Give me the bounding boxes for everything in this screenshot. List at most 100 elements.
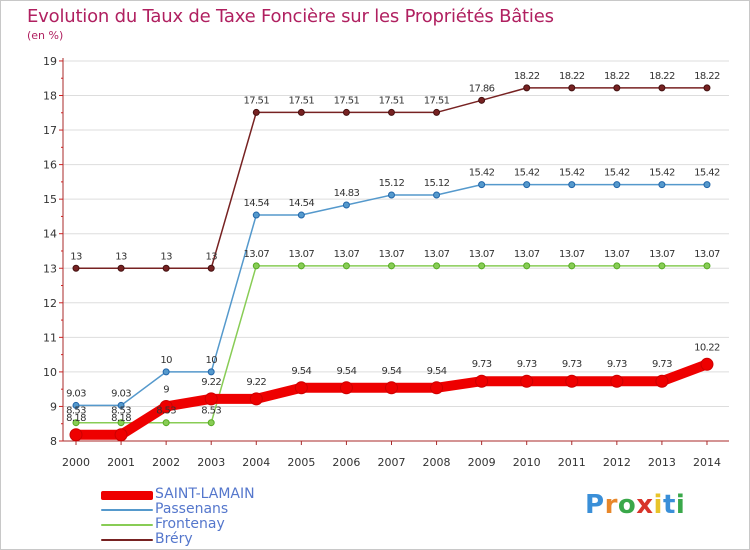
- data-point: [387, 108, 395, 116]
- data-label: 13.07: [334, 249, 360, 260]
- logo-letter: i: [653, 490, 663, 520]
- data-label: 9.73: [517, 359, 537, 370]
- legend-item-saint-lamain[interactable]: SAINT-LAMAIN: [101, 487, 321, 502]
- legend-item-frontenay[interactable]: Frontenay: [101, 517, 321, 532]
- data-point: [342, 262, 350, 270]
- data-point: [387, 262, 395, 270]
- data-label: 13.07: [289, 249, 315, 260]
- logo-letter: x: [636, 490, 654, 520]
- data-point: [342, 201, 350, 209]
- data-label: 15.12: [379, 178, 405, 189]
- data-label: 9.73: [652, 359, 672, 370]
- data-point: [297, 108, 305, 116]
- data-label: 14.54: [289, 198, 315, 209]
- legend-swatch: [101, 509, 153, 511]
- x-tick-label: 2002: [152, 456, 180, 469]
- data-label: 14.83: [334, 188, 360, 199]
- data-label: 15.42: [694, 168, 720, 179]
- data-point: [703, 84, 711, 92]
- data-point: [613, 262, 621, 270]
- data-label: 17.51: [379, 95, 405, 106]
- data-point: [433, 191, 441, 199]
- x-tick-label: 2012: [603, 456, 631, 469]
- data-point: [523, 181, 531, 189]
- data-label: 10: [205, 355, 217, 366]
- logo-letter: r: [604, 490, 618, 520]
- y-tick-label: 16: [43, 159, 57, 172]
- data-point: [478, 96, 486, 104]
- data-label: 13: [70, 251, 82, 262]
- data-point: [162, 419, 170, 427]
- data-label: 17.51: [334, 95, 360, 106]
- data-point: [520, 374, 534, 388]
- data-label: 13.07: [379, 249, 405, 260]
- series-line-frontenay: [75, 265, 708, 424]
- data-point: [72, 401, 80, 409]
- logo-letter: P: [585, 490, 605, 520]
- data-point: [72, 419, 80, 427]
- logo-letter: t: [662, 490, 676, 520]
- data-point: [565, 374, 579, 388]
- data-label: 18.22: [604, 71, 630, 82]
- data-label: 13.07: [694, 249, 720, 260]
- data-label: 15.42: [559, 168, 585, 179]
- data-label: 9.73: [562, 359, 582, 370]
- data-label: 13.07: [514, 249, 540, 260]
- data-point: [114, 428, 128, 442]
- data-label: 15.42: [604, 168, 630, 179]
- data-point: [252, 108, 260, 116]
- legend-item-passenans[interactable]: Passenans: [101, 502, 321, 517]
- y-tick-label: 17: [43, 124, 57, 137]
- data-label: 17.51: [243, 95, 269, 106]
- logo-letter: o: [617, 490, 637, 520]
- data-label: 10: [160, 355, 172, 366]
- x-tick-label: 2009: [468, 456, 496, 469]
- y-tick-label: 18: [43, 90, 57, 103]
- data-point: [252, 262, 260, 270]
- x-tick-label: 2014: [693, 456, 721, 469]
- data-point: [72, 264, 80, 272]
- y-tick-label: 8: [50, 435, 57, 448]
- data-label: 18.22: [514, 71, 540, 82]
- data-label: 13.07: [243, 249, 269, 260]
- data-point: [523, 262, 531, 270]
- data-label: 9.54: [336, 366, 356, 377]
- x-tick-label: 2011: [558, 456, 586, 469]
- data-point: [204, 392, 218, 406]
- legend-item-brery[interactable]: Bréry: [101, 532, 321, 547]
- data-point: [478, 181, 486, 189]
- data-point: [703, 181, 711, 189]
- legend-swatch: [101, 524, 153, 526]
- data-label: 13.07: [469, 249, 495, 260]
- y-tick-label: 12: [43, 297, 57, 310]
- x-tick-label: 2007: [377, 456, 405, 469]
- data-point: [297, 211, 305, 219]
- data-label: 14.54: [243, 198, 269, 209]
- data-label: 8.53: [156, 406, 176, 417]
- data-label: 13: [205, 251, 217, 262]
- data-point: [433, 262, 441, 270]
- data-point: [430, 381, 444, 395]
- x-tick-label: 2013: [648, 456, 676, 469]
- data-label: 13.07: [559, 249, 585, 260]
- x-tick-label: 2008: [423, 456, 451, 469]
- data-point: [162, 368, 170, 376]
- data-label: 9: [163, 384, 169, 395]
- data-label: 17.86: [469, 83, 495, 94]
- data-label: 9.22: [246, 377, 266, 388]
- data-label: 8.53: [66, 406, 86, 417]
- legend: SAINT-LAMAIN Passenans Frontenay Bréry: [101, 487, 321, 547]
- legend-label: Frontenay: [155, 516, 225, 532]
- legend-label: SAINT-LAMAIN: [155, 486, 255, 502]
- data-point: [387, 191, 395, 199]
- data-label: 15.42: [649, 168, 675, 179]
- y-tick-label: 9: [50, 400, 57, 413]
- data-point: [568, 181, 576, 189]
- legend-swatch: [101, 539, 153, 541]
- data-point: [655, 374, 669, 388]
- data-point: [523, 84, 531, 92]
- data-label: 8.53: [111, 406, 131, 417]
- logo-letter: i: [675, 490, 686, 520]
- data-point: [294, 381, 308, 395]
